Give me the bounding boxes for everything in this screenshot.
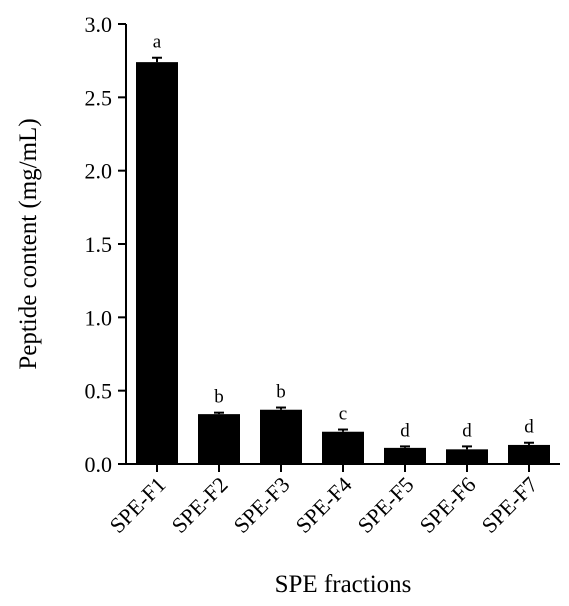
x-ticks: SPE-F1SPE-F2SPE-F3SPE-F4SPE-F5SPE-F6SPE-… <box>104 464 543 538</box>
x-tick-label: SPE-F5 <box>352 472 418 538</box>
bar <box>508 444 550 464</box>
x-tick-label: SPE-F7 <box>476 472 542 538</box>
y-tick-label: 3.0 <box>85 12 113 37</box>
y-tick-label: 0.0 <box>85 452 113 477</box>
bars: a b b c d d d <box>136 32 550 465</box>
y-axis-title: Peptide content (mg/mL) <box>15 118 42 369</box>
bar <box>198 414 240 464</box>
x-tick-label: SPE-F3 <box>228 472 294 538</box>
significance-label: d <box>462 420 472 441</box>
x-tick-label: SPE-F1 <box>104 472 170 538</box>
x-tick-label: SPE-F2 <box>166 472 232 538</box>
x-tick-label: SPE-F6 <box>414 472 480 538</box>
y-tick-label: 1.5 <box>85 232 113 257</box>
x-axis-title: SPE fractions <box>275 571 412 598</box>
bar <box>136 62 178 465</box>
x-tick-label: SPE-F4 <box>290 472 356 538</box>
bar <box>260 409 302 464</box>
bar <box>322 431 364 464</box>
significance-label: b <box>276 382 286 403</box>
y-tick-label: 2.0 <box>85 159 113 184</box>
y-ticks: 0.0 0.5 1.0 1.5 2.0 2.5 3.0 <box>85 12 126 477</box>
significance-label: c <box>339 404 347 425</box>
y-tick-label: 1.0 <box>85 305 113 330</box>
bar <box>384 447 426 464</box>
significance-label: b <box>214 387 224 408</box>
significance-label: d <box>400 420 410 441</box>
y-tick-label: 2.5 <box>85 85 113 110</box>
significance-label: d <box>524 417 534 438</box>
y-tick-label: 0.5 <box>85 379 113 404</box>
significance-label: a <box>153 32 162 53</box>
axes <box>125 24 560 465</box>
bar <box>446 449 488 464</box>
